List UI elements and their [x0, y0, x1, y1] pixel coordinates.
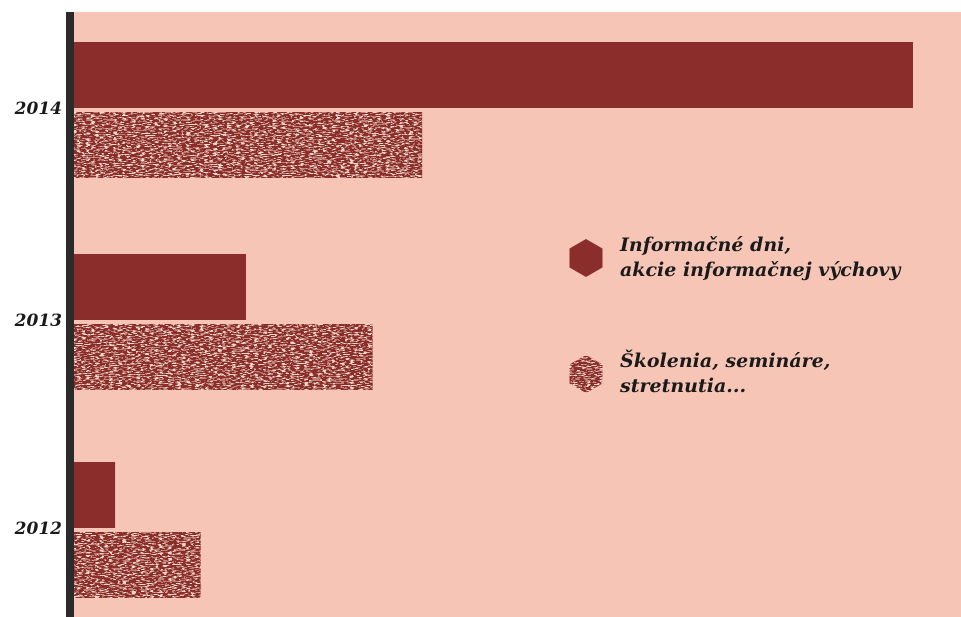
y-tick-label-2012: 2012: [14, 519, 62, 539]
y-tick-label-2013: 2013: [14, 311, 62, 331]
legend-label-2-line-2: stretnutia...: [619, 375, 746, 397]
bar-2014-series-2: [74, 112, 423, 178]
legend: Informačné dni, akcie informačnej výchovy…: [569, 234, 902, 397]
bar-2012-series-2: [74, 532, 201, 598]
legend-label-1-line-1: Informačné dni,: [619, 234, 791, 256]
y-axis-line: [66, 12, 74, 617]
y-tick-label-2014: 2014: [14, 99, 62, 119]
legend-swatch-1: [569, 239, 603, 277]
legend-swatch-2: [569, 355, 603, 393]
bar-2013-series-1: [74, 254, 246, 320]
legend-label-1-line-2: akcie informačnej výchovy: [620, 259, 902, 281]
bar-2012-series-1: [74, 462, 116, 528]
bar-2014-series-1: [74, 42, 913, 108]
legend-label-2-line-1: Školenia, semináre,: [620, 349, 830, 372]
bar-2013-series-2: [74, 324, 373, 390]
